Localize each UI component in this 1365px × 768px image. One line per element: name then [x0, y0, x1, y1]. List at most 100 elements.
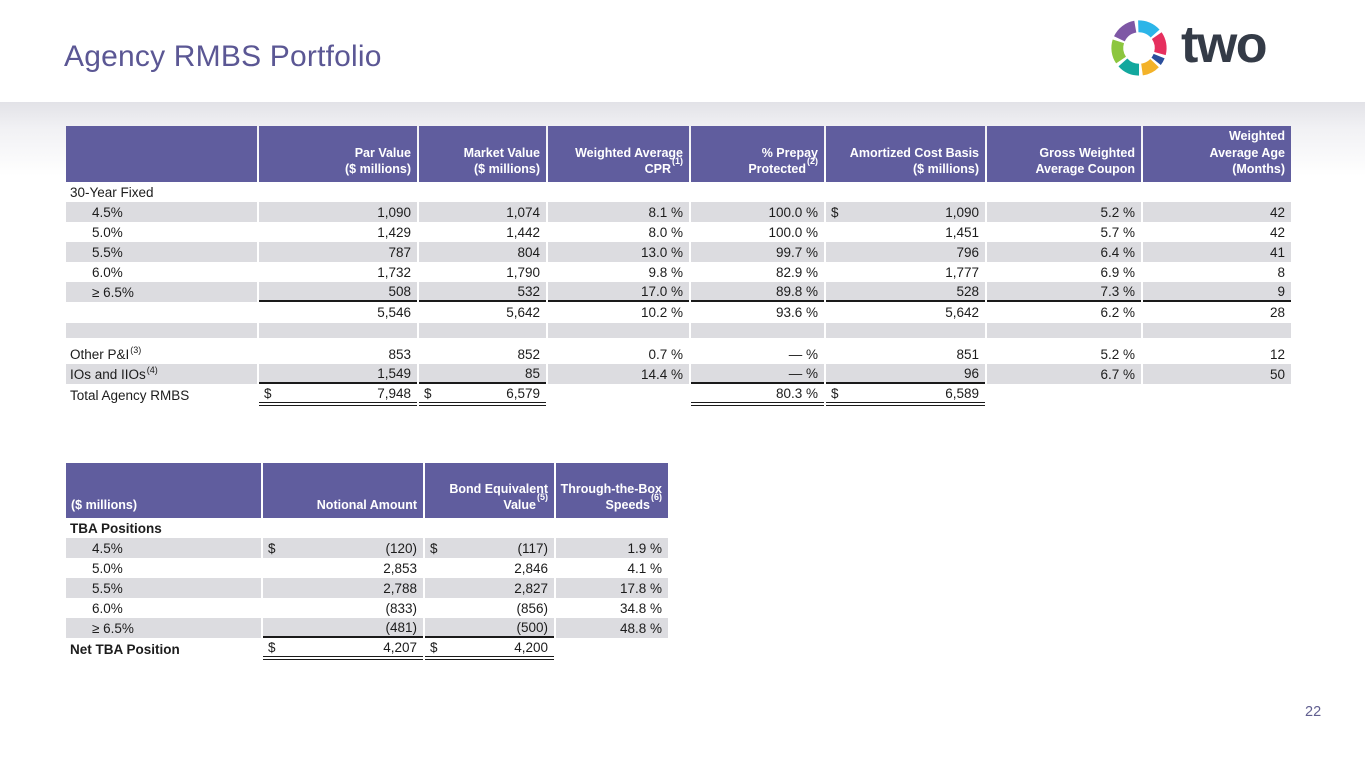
table-cell: 2,788 — [263, 578, 423, 598]
column-header: Through-the-Box Speeds(6) — [556, 463, 668, 518]
table-cell: 8.1 % — [548, 202, 689, 222]
table-cell: 10.2 % — [640, 305, 683, 320]
table-cell: (833) — [385, 600, 417, 616]
column-header — [66, 126, 257, 182]
row-label — [66, 302, 257, 323]
table-cell: 80.3 % — [691, 384, 824, 406]
table-row: Net TBA Position $4,207 $4,200 — [66, 638, 670, 660]
table-cell: 12 — [1269, 346, 1285, 362]
table-cell: 85 — [419, 364, 546, 384]
table-cell: $4,207 — [263, 638, 423, 660]
table-cell: 1,429 — [377, 224, 411, 240]
column-header: Notional Amount — [263, 463, 423, 518]
table-cell: $4,200 — [425, 638, 554, 660]
table-row: 4.5% 1,090 1,074 8.1 % 100.0 % $1,090 5.2 % 42 — [66, 202, 1293, 222]
table-cell — [556, 518, 668, 538]
column-header: Weighted Average CPR(1) — [548, 126, 689, 182]
table-cell: 48.8 % — [556, 618, 668, 638]
table-cell: 1,732 — [377, 264, 411, 280]
row-label: Other P&I (3) — [70, 345, 142, 362]
table-cell: 532 — [419, 282, 546, 302]
table-cell — [987, 323, 1141, 338]
table-cell: 1,451 — [945, 224, 979, 240]
table-cell: 34.8 % — [619, 600, 662, 616]
table-cell: 0.7 % — [648, 346, 683, 362]
table-cell — [425, 518, 554, 538]
table-cell: 5.2 % — [987, 202, 1141, 222]
table-cell — [263, 518, 423, 538]
column-header: Weighted Average Age (Months) — [1143, 126, 1291, 182]
two-compass-icon — [1111, 20, 1167, 76]
table-row: 4.5% $ (120) $ (117) 1.9 % — [66, 538, 670, 558]
table-cell: 6.7 % — [987, 364, 1141, 384]
column-header: Market Value ($ millions) — [419, 126, 546, 182]
table-cell — [1143, 182, 1291, 202]
agency-rmbs-table: Par Value ($ millions) Market Value ($ mill… — [66, 126, 1293, 406]
table-cell: 5.2 % — [1100, 346, 1135, 362]
table-row: 5.5% 787 804 13.0 % 99.7 % 796 6.4 % 41 — [66, 242, 1293, 262]
row-label: 4.5% — [66, 202, 257, 222]
row-label: 5.0% — [92, 224, 123, 240]
table-header-row: Par Value ($ millions) Market Value ($ mill… — [66, 126, 1293, 182]
row-label: ≥ 6.5% — [66, 282, 257, 302]
table-cell: 787 — [259, 242, 417, 262]
row-label — [66, 323, 257, 338]
table-cell: 1,074 — [419, 202, 546, 222]
table-cell: 96 — [826, 364, 985, 384]
table-row: 5.0% 2,853 2,846 4.1 % — [66, 558, 670, 578]
table-cell — [691, 182, 824, 202]
table-cell: 804 — [419, 242, 546, 262]
table-row: ≥ 6.5% 508 532 17.0 % 89.8 % 528 7.3 % 9 — [66, 282, 1293, 302]
table-cell: 528 — [826, 282, 985, 302]
row-label: 5.5% — [66, 578, 261, 598]
table-cell — [419, 323, 546, 338]
row-label: Net TBA Position — [70, 641, 180, 657]
table-row: Total Agency RMBS $7,948 $6,579 80.3 % $6,58… — [66, 384, 1293, 406]
column-header: Bond Equivalent Value(5) — [425, 463, 554, 518]
table-cell: (500) — [425, 618, 554, 638]
table-cell: 42 — [1269, 224, 1285, 240]
table-cell: 2,853 — [383, 560, 417, 576]
table-cell: 1,090 — [259, 202, 417, 222]
row-label: 30-Year Fixed — [70, 184, 154, 200]
column-header: ($ millions) — [66, 463, 261, 518]
table-row: 5,546 5,642 10.2 % 93.6 % 5,642 6.2 % 28 — [66, 302, 1293, 323]
row-label: 6.0% — [92, 600, 123, 616]
table-cell: 852 — [517, 346, 540, 362]
table-row: Other P&I (3) 853 852 0.7 % — % 851 5.2 % 12 — [66, 344, 1293, 364]
table-cell: 851 — [956, 346, 979, 362]
table-cell: 42 — [1143, 202, 1291, 222]
table-cell: 2,846 — [514, 560, 548, 576]
table-cell: 6.4 % — [987, 242, 1141, 262]
row-label: Total Agency RMBS — [70, 387, 190, 403]
page-title: Agency RMBS Portfolio — [64, 40, 382, 73]
table-cell: 8.0 % — [648, 224, 683, 240]
table-cell: 14.4 % — [548, 364, 689, 384]
table-cell: 9.8 % — [648, 264, 683, 280]
table-cell: 100.0 % — [691, 202, 824, 222]
table-cell: 1,777 — [945, 264, 979, 280]
row-label: ≥ 6.5% — [66, 618, 261, 638]
table-cell — [556, 638, 668, 660]
row-label: 4.5% — [66, 538, 261, 558]
column-header: Amortized Cost Basis ($ millions) — [826, 126, 985, 182]
table-cell: 100.0 % — [768, 224, 818, 240]
table-cell — [548, 182, 689, 202]
table-cell: 13.0 % — [548, 242, 689, 262]
row-label: IOs and IIOs (4) — [66, 364, 257, 384]
table-row: IOs and IIOs (4) 1,549 85 14.4 % — % 96 6.7 % 50 — [66, 364, 1293, 384]
table-cell: 99.7 % — [691, 242, 824, 262]
table-cell: 50 — [1143, 364, 1291, 384]
table-cell — [691, 323, 824, 338]
table-cell: 41 — [1143, 242, 1291, 262]
table-cell: 7.3 % — [987, 282, 1141, 302]
table-cell: 82.9 % — [775, 264, 818, 280]
row-label: 6.0% — [92, 264, 123, 280]
table-cell: 9 — [1143, 282, 1291, 302]
table-cell: — % — [788, 346, 818, 362]
table-cell: 17.0 % — [548, 282, 689, 302]
table-cell: $ (117) — [425, 538, 554, 558]
table-cell: 5.7 % — [1100, 224, 1135, 240]
table-cell: 8 — [1277, 264, 1285, 280]
